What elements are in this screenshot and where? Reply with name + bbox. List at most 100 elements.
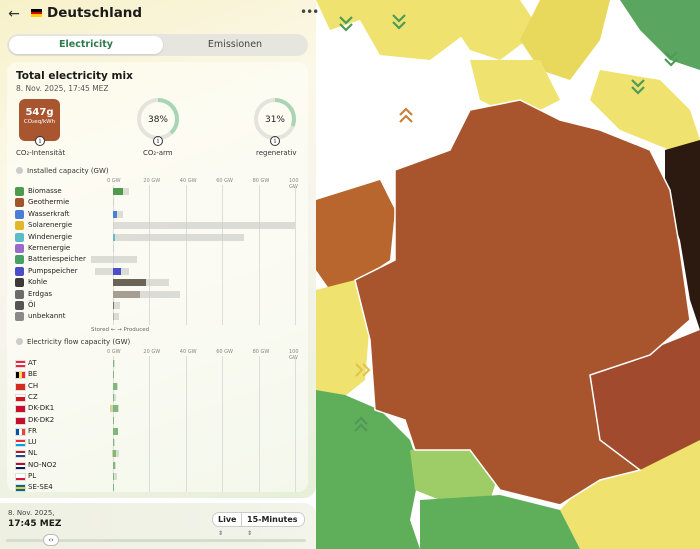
gridline (258, 185, 260, 325)
capacity-row[interactable]: unbekannt (15, 311, 305, 322)
export-bar (113, 439, 114, 447)
country-flag-icon (15, 450, 26, 459)
flow-row-label: BE (28, 370, 38, 379)
resolution-select-label: 15-Minutes (247, 515, 298, 524)
region-france[interactable] (316, 390, 420, 549)
flow-capacity-bar (113, 439, 115, 447)
capacity-bar (113, 256, 137, 264)
export-bar (113, 360, 115, 367)
capacity-row[interactable]: Pumpspeicher (15, 266, 305, 277)
country-flag-icon (15, 382, 26, 391)
capacity-row[interactable]: Geothermie (15, 197, 305, 208)
flow-row[interactable]: FR (15, 426, 305, 437)
time-value: 17:45 MEZ (8, 519, 62, 529)
region-netherlands[interactable] (316, 180, 395, 290)
drag-handle-icon[interactable]: ‹› (43, 534, 59, 546)
axis-tick-label: 20 GW (143, 178, 161, 184)
region-belgium[interactable] (316, 280, 370, 400)
capacity-bar (113, 245, 114, 252)
renewable-label: regenerativ (256, 149, 297, 157)
water-icon (15, 209, 24, 219)
info-icon[interactable]: i (270, 136, 280, 146)
flow-row[interactable]: BE (15, 369, 305, 380)
flow-row[interactable]: CH (15, 381, 305, 392)
axis-tick-label: 60 GW (216, 349, 233, 355)
capacity-row-label: Kernenergie (28, 244, 71, 252)
flow-row-label: CH (28, 381, 39, 390)
country-flag-icon (15, 360, 26, 368)
region-germany[interactable] (354, 99, 691, 506)
capacity-row-label: Kohle (28, 278, 48, 287)
flow-row-label: CZ (28, 392, 38, 401)
flow-row[interactable]: AT (15, 358, 305, 369)
country-flag-icon (15, 393, 26, 402)
capacity-row[interactable]: Windenergie (15, 232, 305, 243)
region-poland[interactable] (665, 140, 700, 330)
region-austria[interactable] (560, 440, 700, 549)
flow-row[interactable]: DK-DK1 (15, 403, 305, 414)
capacity-row[interactable]: Öl (15, 300, 305, 311)
battery-icon (15, 255, 24, 265)
tab-electricity[interactable]: Electricity (9, 36, 163, 54)
country-flag-icon (15, 473, 26, 481)
circle-icon (16, 338, 23, 345)
capacity-bar (113, 233, 245, 241)
capacity-row[interactable]: Solarenergie (15, 220, 305, 231)
capacity-bar (113, 290, 181, 298)
produced-bar (113, 313, 114, 321)
region-scandinavia-west[interactable] (316, 0, 470, 60)
capacity-row-label: Erdgas (28, 289, 53, 298)
country-flag-icon (15, 416, 26, 425)
gridline (222, 185, 224, 325)
capacity-row[interactable]: Batteriespeicher (15, 254, 305, 265)
flow-row[interactable]: NL (15, 448, 305, 459)
gridline (185, 185, 187, 325)
kebab-menu-icon[interactable]: ••• (300, 5, 319, 19)
axis-tick-label: 40 GW (179, 178, 197, 184)
stored-bar (94, 267, 113, 275)
coal-icon (15, 278, 24, 288)
flow-row[interactable]: CZ (15, 392, 305, 403)
region-norway[interactable] (430, 0, 540, 60)
flow-capacity-bar (113, 450, 120, 458)
region-denmark[interactable] (590, 70, 700, 150)
axis-tick-label: 100 GW (289, 178, 299, 190)
capacity-row[interactable]: Kernenergie (15, 243, 305, 254)
resolution-select[interactable]: 15-Minutes ⇕ (242, 512, 305, 537)
tab-emissions[interactable]: Emissionen (207, 39, 263, 50)
flow-row[interactable]: DK-DK2 (15, 415, 305, 426)
flow-row-label: NL (28, 449, 38, 458)
capacity-bar (113, 222, 295, 230)
capacity-row[interactable]: Erdgas (15, 289, 305, 300)
info-icon[interactable]: i (35, 136, 45, 146)
flow-capacity-bar (113, 473, 117, 480)
gridline (185, 356, 187, 492)
co2-intensity-unit: CO₂eq/kWh (23, 119, 56, 125)
capacity-row[interactable]: Biomasse (15, 186, 305, 197)
flow-row[interactable]: LU (15, 437, 305, 448)
region-italy[interactable] (420, 495, 580, 549)
flow-row-label: DK-DK2 (28, 415, 55, 424)
info-icon[interactable]: i (153, 136, 163, 146)
axis-tick-label: 0 GW (107, 178, 121, 184)
time-slider-track[interactable] (6, 539, 306, 542)
installed-capacity-heading: Installed capacity (GW) (16, 167, 109, 175)
capacity-row-label: Geothermie (28, 198, 70, 207)
flow-row[interactable]: SE-SE4 (15, 482, 305, 492)
axis-tick-label: 100 GW (289, 349, 299, 361)
export-bar (113, 450, 116, 458)
electricity-mix-card: Total electricity mix 8. Nov. 2025, 17:4… (7, 62, 308, 492)
region-sweden-south[interactable] (520, 0, 610, 80)
region-finland[interactable] (620, 0, 700, 70)
flow-row[interactable]: PL (15, 471, 305, 482)
arrow-left-icon[interactable]: ← (8, 6, 20, 22)
flow-row[interactable]: NO-NO2 (15, 460, 305, 471)
mode-select-label: Live (218, 515, 237, 524)
capacity-row[interactable]: Wasserkraft (15, 209, 305, 220)
flow-row-label: PL (28, 472, 37, 480)
axis-tick-label: 40 GW (179, 349, 197, 355)
axis-tick-label: 80 GW (252, 178, 270, 184)
mode-select[interactable]: Live ⇕ (212, 512, 242, 537)
capacity-row[interactable]: Kohle (15, 277, 305, 288)
